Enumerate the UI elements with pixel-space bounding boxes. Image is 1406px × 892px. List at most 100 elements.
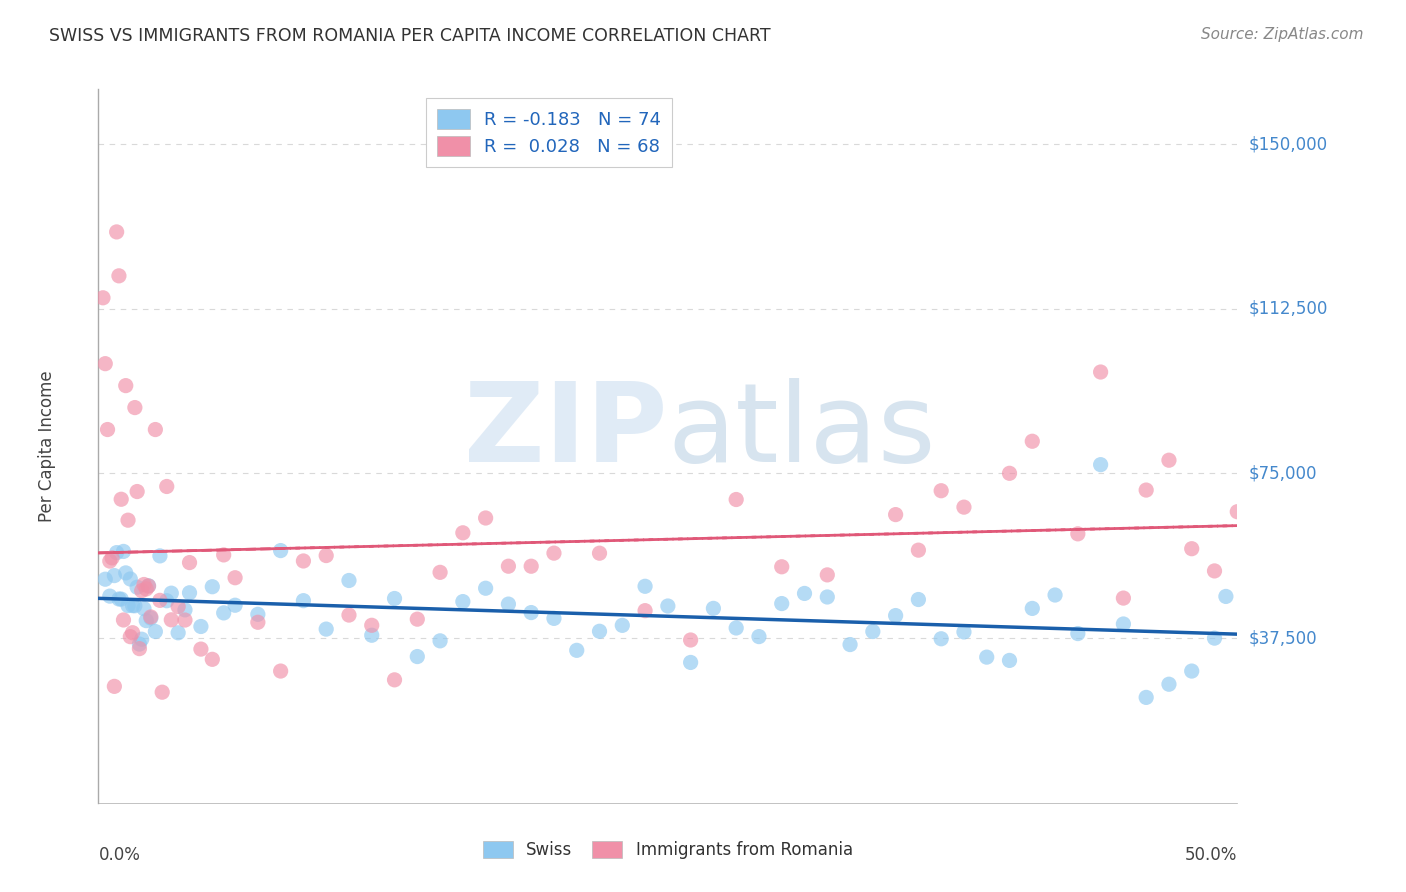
Point xyxy=(121,625,143,640)
Point xyxy=(998,653,1021,667)
Point xyxy=(131,632,153,647)
Point xyxy=(174,603,197,617)
Point xyxy=(150,685,173,699)
Point xyxy=(998,467,1021,481)
Point xyxy=(679,632,702,647)
Point xyxy=(1112,617,1135,632)
Point xyxy=(179,586,201,600)
Point xyxy=(132,577,155,591)
Point xyxy=(406,649,429,664)
Text: Source: ZipAtlas.com: Source: ZipAtlas.com xyxy=(1201,27,1364,42)
Point xyxy=(748,630,770,644)
Point xyxy=(156,593,179,607)
Point xyxy=(149,593,172,607)
Point xyxy=(135,582,157,596)
Point xyxy=(588,546,610,560)
Point xyxy=(120,572,142,586)
Legend: Swiss, Immigrants from Romania: Swiss, Immigrants from Romania xyxy=(477,834,859,866)
Point xyxy=(953,500,976,515)
Point xyxy=(138,579,160,593)
Point xyxy=(135,614,157,628)
Point xyxy=(1204,564,1226,578)
Point xyxy=(725,492,748,507)
Point xyxy=(1226,505,1249,519)
Point xyxy=(657,599,679,613)
Text: Per Capita Income: Per Capita Income xyxy=(38,370,56,522)
Point xyxy=(1067,526,1090,541)
Point xyxy=(270,543,292,558)
Point xyxy=(94,357,117,371)
Point xyxy=(1157,453,1180,467)
Point xyxy=(337,608,360,623)
Point xyxy=(612,618,634,632)
Point xyxy=(110,492,132,507)
Point xyxy=(117,599,139,613)
Point xyxy=(246,615,269,630)
Text: $37,500: $37,500 xyxy=(1249,629,1317,647)
Text: $112,500: $112,500 xyxy=(1249,300,1327,318)
Point xyxy=(1090,458,1112,472)
Point xyxy=(565,643,588,657)
Point xyxy=(224,571,246,585)
Point xyxy=(884,508,907,522)
Point xyxy=(702,601,724,615)
Point xyxy=(167,625,190,640)
Point xyxy=(543,546,565,560)
Point xyxy=(112,613,135,627)
Point xyxy=(174,613,197,627)
Point xyxy=(1067,626,1090,640)
Point xyxy=(976,650,998,665)
Point xyxy=(315,622,337,636)
Point xyxy=(384,591,406,606)
Point xyxy=(1021,601,1043,615)
Point xyxy=(793,586,815,600)
Point xyxy=(160,613,183,627)
Point xyxy=(108,592,131,607)
Point xyxy=(105,225,128,239)
Point xyxy=(406,612,429,626)
Point xyxy=(128,641,150,656)
Point xyxy=(520,559,543,574)
Point xyxy=(1157,677,1180,691)
Point xyxy=(815,590,838,604)
Point xyxy=(103,568,125,582)
Point xyxy=(117,513,139,527)
Point xyxy=(451,525,474,540)
Point xyxy=(98,589,121,603)
Point xyxy=(907,543,929,558)
Point xyxy=(634,579,657,593)
Point xyxy=(292,554,315,568)
Point xyxy=(114,378,136,392)
Point xyxy=(105,546,128,560)
Point xyxy=(131,583,153,598)
Point xyxy=(429,633,451,648)
Point xyxy=(212,606,235,620)
Point xyxy=(929,483,952,498)
Point xyxy=(725,621,748,635)
Point xyxy=(190,619,212,633)
Text: 50.0%: 50.0% xyxy=(1185,846,1237,863)
Point xyxy=(160,586,183,600)
Point xyxy=(1181,664,1204,678)
Text: ZIP: ZIP xyxy=(464,378,668,485)
Point xyxy=(121,599,143,613)
Point xyxy=(543,611,565,625)
Point xyxy=(128,637,150,651)
Text: 0.0%: 0.0% xyxy=(98,846,141,863)
Point xyxy=(132,601,155,615)
Point xyxy=(101,550,124,565)
Point xyxy=(953,624,976,639)
Point xyxy=(149,549,172,563)
Point xyxy=(360,618,382,632)
Point xyxy=(156,479,179,493)
Point xyxy=(138,579,160,593)
Point xyxy=(112,544,135,558)
Point xyxy=(201,652,224,666)
Point xyxy=(770,559,793,574)
Point xyxy=(103,679,125,693)
Point xyxy=(190,642,212,657)
Point xyxy=(1204,631,1226,645)
Point xyxy=(929,632,952,646)
Point xyxy=(179,556,201,570)
Point xyxy=(770,597,793,611)
